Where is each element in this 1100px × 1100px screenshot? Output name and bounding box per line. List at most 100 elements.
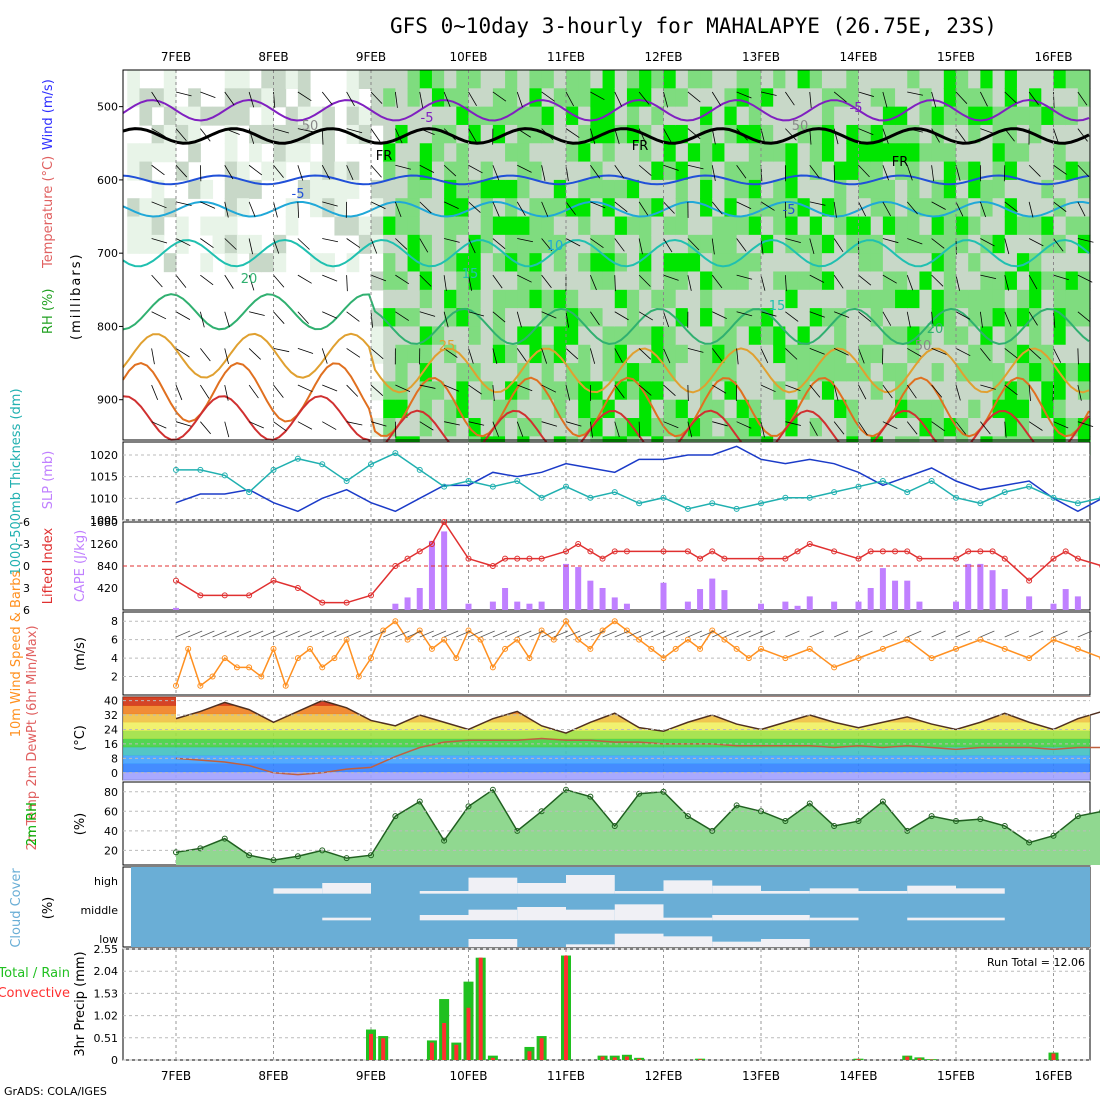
- wind-barb: [663, 274, 679, 281]
- wind-barb: [248, 384, 259, 399]
- rh-cell: [956, 70, 969, 89]
- rh-cell: [285, 70, 299, 89]
- wind10-point: [477, 636, 484, 643]
- rh-cell: [931, 161, 945, 181]
- rh-cell: [139, 161, 153, 181]
- rh-cell: [931, 70, 945, 89]
- rh-cell: [761, 326, 774, 346]
- wind10-point: [1026, 655, 1033, 662]
- wind-barb: [1004, 311, 1012, 327]
- rh-cell: [919, 308, 933, 328]
- wind10-point: [489, 664, 496, 671]
- rh-cell: [395, 143, 409, 163]
- cape-bar: [489, 601, 496, 610]
- wind10-point: [855, 655, 862, 662]
- wind-barb: [1004, 348, 1018, 359]
- rh-cell: [700, 88, 713, 108]
- rh-cell: [1016, 216, 1030, 236]
- rh-cell: [590, 179, 604, 199]
- rh-cell: [943, 326, 957, 346]
- wind-barb: [468, 164, 483, 174]
- cloud-cell-high: [907, 885, 956, 894]
- rh-cell: [212, 216, 226, 236]
- rh-cell: [541, 106, 555, 126]
- wind-barb: [955, 311, 971, 320]
- rh-cell: [870, 289, 884, 309]
- wind-barb: [858, 128, 874, 136]
- wind-barb: [833, 384, 839, 401]
- rh2m-point: [441, 837, 448, 844]
- top-date-axis: 7FEB 8FEB 9FEB 10FEB 11FEB 12FEB 13FEB 14FEB 15F…: [161, 50, 1073, 64]
- wind-barb: [541, 128, 554, 141]
- rh-cell: [273, 88, 287, 108]
- rh-cell: [895, 308, 908, 328]
- rh-cell: [590, 106, 604, 126]
- rh-cell: [968, 88, 981, 108]
- rh-cell: [188, 106, 201, 126]
- wind-barb: [760, 348, 769, 364]
- rh-cell: [602, 143, 616, 163]
- rh-cell: [407, 216, 421, 236]
- precip-convective-bar: [527, 1051, 532, 1060]
- rh-cell: [736, 216, 750, 236]
- rh-cell: [797, 70, 811, 89]
- wind10-barb: [541, 630, 556, 638]
- rh-cell: [895, 88, 908, 108]
- wind10-barb: [212, 630, 227, 638]
- wind-barb: [687, 164, 704, 170]
- wind-barb: [614, 311, 629, 321]
- rh-cell: [748, 418, 762, 438]
- rh-cell: [431, 271, 445, 291]
- wind10-barb: [590, 630, 605, 638]
- rh-cell: [517, 143, 530, 163]
- rh-cell: [700, 179, 713, 199]
- y-tick-label: 20: [104, 844, 118, 857]
- rh-cell: [1029, 363, 1042, 383]
- wind10-point: [307, 645, 314, 652]
- rh-cell: [895, 289, 908, 309]
- rh-cell: [1004, 381, 1018, 401]
- wind-barb: [151, 421, 167, 429]
- thickness-point: [441, 483, 448, 490]
- y-tick-label: 32: [104, 709, 118, 722]
- rh-cell: [590, 143, 604, 163]
- rh-cell: [456, 253, 469, 273]
- rh-cell: [675, 179, 689, 199]
- cape-bar: [404, 597, 411, 610]
- rh-cell: [992, 399, 1006, 419]
- rh-cell: [663, 70, 677, 89]
- cloud-cell-middle: [614, 904, 664, 921]
- wind-barb: [858, 384, 867, 400]
- rh-cell: [809, 271, 823, 291]
- rh-cell: [1053, 308, 1067, 328]
- rh-cell: [297, 88, 311, 108]
- rh-cell: [943, 418, 957, 438]
- rh-cell: [968, 198, 981, 218]
- wind10-barb: [334, 630, 349, 638]
- rh-cell: [553, 88, 567, 108]
- run-total-label: Run Total = 12.06: [987, 956, 1085, 969]
- rh-cell: [529, 381, 543, 401]
- wind-barb: [809, 384, 821, 398]
- rh-cell: [675, 70, 689, 89]
- rh-cell: [639, 198, 652, 218]
- wind-barb: [980, 384, 996, 390]
- wind-barb: [955, 275, 960, 291]
- wind-barb: [395, 311, 409, 321]
- rh-cell: [517, 363, 530, 383]
- precip-axis-label: 3hr Precip (mm): [73, 951, 88, 1056]
- rh2m-point: [563, 786, 569, 793]
- wind-barb: [443, 348, 458, 358]
- rh-cell: [846, 106, 859, 126]
- cape-tick-label: 1680: [90, 516, 118, 529]
- wind-barb: [200, 348, 211, 362]
- rh-cell: [785, 88, 799, 108]
- date-label-top: 14FEB: [840, 50, 878, 64]
- precip-convective-bar: [466, 1007, 471, 1060]
- wind10-point: [368, 655, 374, 662]
- rh-cell: [541, 161, 555, 181]
- rh-cell: [858, 399, 872, 419]
- rh-cell: [724, 234, 738, 254]
- rh-cell: [992, 143, 1006, 163]
- wind10-point: [514, 636, 521, 643]
